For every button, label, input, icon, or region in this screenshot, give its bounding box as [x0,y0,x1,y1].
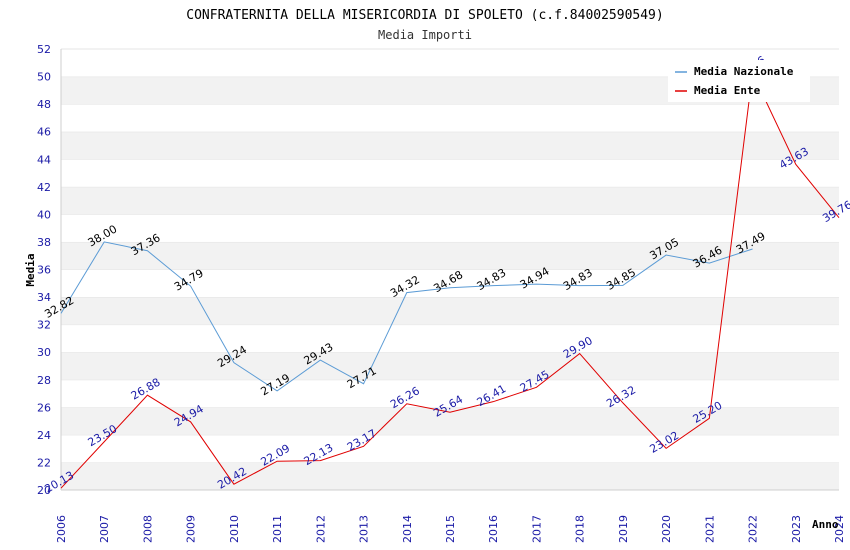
x-tick-label: 2018 [574,515,587,543]
plot-band [61,297,839,325]
y-tick-label: 32 [37,319,51,332]
legend-label-ente: Media Ente [694,84,761,97]
x-tick-label: 2015 [444,515,457,543]
y-axis-ticks: 20 22 24 26 28 30 32 34 36 38 40 42 44 46 48 50 52 [37,43,51,497]
x-tick-label: 2012 [314,515,327,543]
x-tick-label: 2008 [141,515,154,543]
plot-band [61,241,839,270]
series-line-nazionale [60,241,753,392]
x-tick-label: 2023 [790,515,803,543]
plot-band [61,159,839,187]
plot-band [61,104,839,132]
plot-band [61,379,839,408]
y-tick-label: 50 [37,71,51,84]
x-tick-label: 2021 [703,515,716,543]
y-tick-label: 52 [37,43,51,56]
plot-band [61,214,839,242]
series-line-ente [60,71,840,489]
plot-band [61,352,839,380]
legend-box [668,60,810,102]
y-tick-label: 30 [37,346,51,359]
x-tick-label: 2014 [401,515,414,543]
x-tick-label: 2006 [55,515,68,543]
x-axis-title: Anno [812,518,839,531]
x-tick-label: 2017 [530,515,543,543]
x-tick-label: 2019 [617,515,630,543]
y-tick-label: 48 [37,98,51,111]
y-tick-label: 46 [37,126,51,139]
x-tick-label: 2024 [833,515,846,543]
legend: Media Nazionale Media Ente [668,60,810,102]
x-tick-label: 2013 [358,515,371,543]
y-tick-label: 26 [37,401,51,414]
x-tick-label: 2011 [271,515,284,543]
chart-subtitle: Media Importi [378,28,472,42]
plot-bands [60,48,839,491]
y-tick-label: 38 [37,236,51,249]
series-lines [60,71,840,489]
y-tick-label: 44 [37,153,51,166]
y-tick-label: 40 [37,208,51,221]
x-axis-ticks: 2006 2007 2008 2009 2010 2011 2012 2013 2014 2015… [55,515,846,543]
y-tick-label: 20 [37,484,51,497]
x-tick-label: 2010 [228,515,241,543]
x-tick-label: 2020 [660,515,673,543]
legend-label-nazionale: Media Nazionale [694,65,794,78]
plot-band [61,269,839,298]
chart-title: CONFRATERNITA DELLA MISERICORDIA DI SPOL… [186,8,663,23]
x-tick-label: 2016 [487,515,500,543]
y-tick-label: 22 [37,456,51,469]
y-axis-title: Media [24,253,37,286]
data-label-ente: 20.13 [42,469,76,496]
y-tick-label: 36 [37,264,51,277]
plot-band [61,434,839,463]
y-tick-label: 28 [37,374,51,387]
plot-band [61,131,839,160]
plot-band [61,462,839,490]
plot-band [61,186,839,215]
y-tick-label: 34 [37,291,51,304]
y-tick-label: 24 [37,429,51,442]
x-tick-label: 2007 [98,515,111,543]
x-tick-label: 2009 [185,515,198,543]
plot-band [61,324,839,353]
x-tick-label: 2022 [747,515,760,543]
y-tick-label: 42 [37,181,51,194]
